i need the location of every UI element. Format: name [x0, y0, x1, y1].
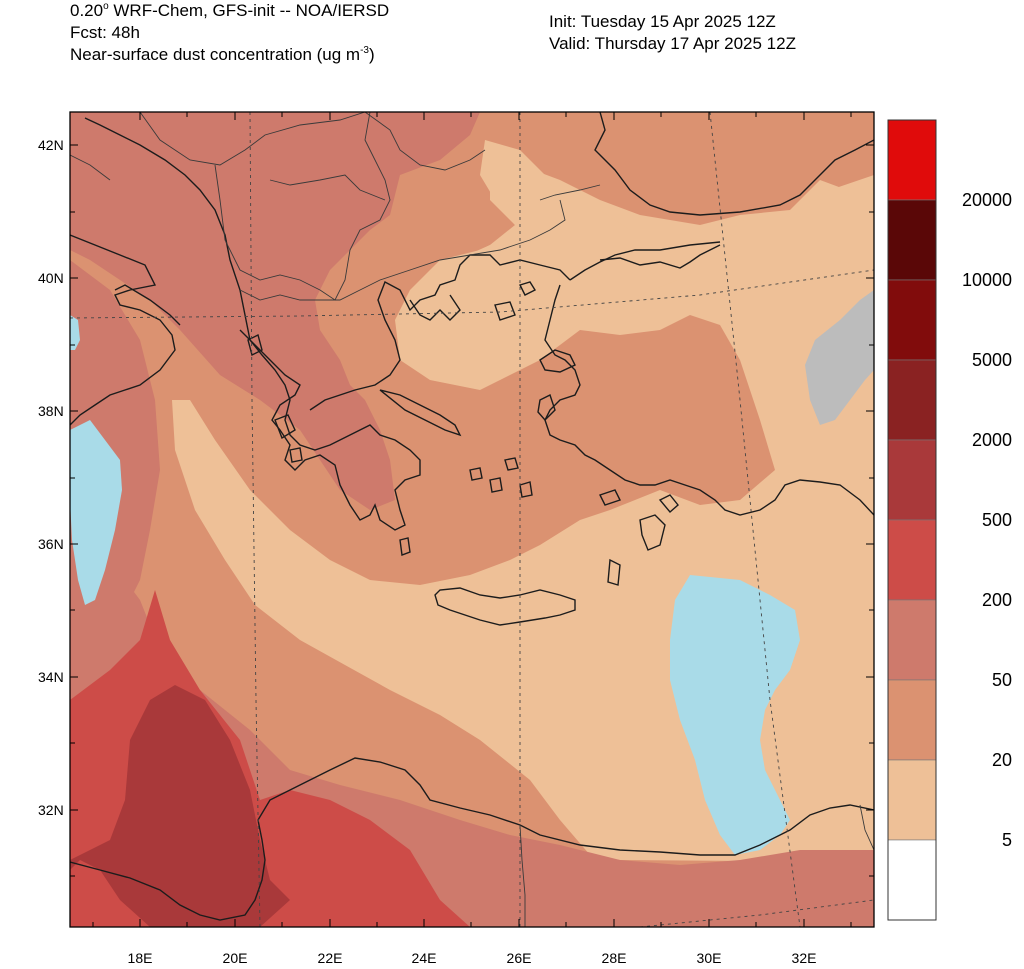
colorbar-label: 200: [982, 590, 1012, 610]
colorbar-swatch: [887, 519, 937, 601]
chart-header-left: 0.20o WRF-Chem, GFS-init -- NOA/IERSD Fc…: [70, 0, 389, 66]
chart-header-right: Init: Tuesday 15 Apr 2025 12Z Valid: Thu…: [549, 11, 796, 55]
dust-level-500-area: [70, 685, 290, 927]
border-bulgaria: [364, 112, 486, 171]
balkan-coast: [84, 117, 421, 531]
greece-north-coast: [309, 254, 571, 411]
cyclades-2: [489, 477, 503, 493]
colorbar-swatch: [887, 679, 937, 761]
lat-label: 40N: [38, 270, 64, 286]
colorbar-label: 2000: [972, 430, 1012, 450]
longitude-labels: 18E 20E 22E 24E 26E 28E 30E 32E: [128, 950, 817, 966]
ionian-zakynthos: [289, 447, 303, 463]
rhodes: [658, 494, 679, 513]
border-italy: [70, 154, 111, 181]
aegean-island-chios: [537, 394, 556, 422]
kythira: [399, 537, 411, 556]
colorbar-label: 5: [1002, 830, 1012, 850]
cyclades-1: [469, 467, 483, 481]
colorbar-label: 20000: [962, 190, 1012, 210]
colorbar-swatch: [887, 599, 937, 681]
colorbar-swatch: [887, 119, 937, 201]
dodecanese-3: [607, 558, 621, 586]
lon-label: 20E: [223, 950, 248, 966]
graticule-lat-30n: [639, 899, 874, 927]
border-egypt-gaza: [859, 804, 874, 851]
colorbar-swatch: [887, 839, 937, 921]
italy-heel: [114, 284, 181, 326]
init-time: Init: Tuesday 15 Apr 2025 12Z: [549, 12, 776, 31]
lat-label: 38N: [38, 403, 64, 419]
lat-label: 34N: [38, 669, 64, 685]
coastlines: [70, 112, 874, 921]
ionian-corfu: [247, 333, 263, 357]
aegean-island-lesvos: [539, 349, 576, 373]
aegean-island-samothraki: [519, 281, 537, 296]
colorbar-label: 5000: [972, 350, 1012, 370]
lat-label: 42N: [38, 137, 64, 153]
dust-level-5-aegean: [400, 140, 700, 385]
lon-label: 24E: [412, 950, 437, 966]
lon-label: 22E: [318, 950, 343, 966]
border-balkans-1: [139, 112, 366, 166]
colorbar-label: 500: [982, 510, 1012, 530]
black-sea-coast: [594, 112, 874, 216]
dodecanese-2: [639, 514, 666, 551]
ionian-kefalonia: [274, 414, 296, 440]
dodecanese-1: [599, 489, 621, 506]
colorbar-swatch: [887, 359, 937, 441]
latitude-labels: 42N 40N 38N 36N 34N 32N: [38, 137, 64, 818]
low-dust-tyrrhenian: [70, 420, 122, 605]
lon-label: 26E: [507, 950, 532, 966]
title-forecast: Fcst: 48h: [70, 23, 140, 42]
italy-coast: [70, 234, 176, 426]
valid-time: Valid: Thursday 17 Apr 2025 12Z: [549, 34, 796, 53]
political-borders: [70, 112, 874, 927]
lat-label: 32N: [38, 802, 64, 818]
lon-label: 32E: [792, 950, 817, 966]
colorbar-frame: [887, 119, 937, 921]
colorbar: 20000 10000 5000 2000 500 200 50 20 5: [887, 119, 1012, 921]
colorbar-swatch: [887, 759, 937, 841]
graticule: [70, 112, 874, 927]
low-dust-sardinia: [70, 315, 80, 350]
border-libya-egypt: [519, 824, 526, 927]
border-balkans-2: [214, 112, 391, 301]
aegean-island-evia: [379, 389, 462, 437]
map-frame: [69, 111, 875, 928]
crete-island: [434, 587, 576, 626]
grey-area-east: [805, 290, 874, 425]
colorbar-swatch: [887, 439, 937, 521]
title-model: 0.20o WRF-Chem, GFS-init -- NOA/IERSD: [70, 1, 390, 20]
graticule-lon-20e: [249, 112, 261, 927]
colorbar-label: 10000: [962, 270, 1012, 290]
border-balkans-3: [269, 174, 386, 201]
border-turkey-bulgaria: [539, 184, 601, 201]
colorbar-swatch: [887, 279, 937, 361]
low-dust-east-med: [670, 575, 800, 855]
lon-label: 18E: [128, 950, 153, 966]
cyclades-3: [504, 457, 519, 471]
colorbar-swatch: [887, 199, 937, 281]
lon-label: 28E: [602, 950, 627, 966]
cyclades-4: [519, 481, 533, 498]
chalkidiki: [409, 294, 461, 321]
lat-label: 36N: [38, 536, 64, 552]
title-variable: Near-surface dust concentration (ug m-3): [70, 45, 375, 64]
axis-ticks: [70, 112, 874, 927]
border-greece-north: [239, 199, 566, 301]
aegean-island-limnos: [494, 301, 516, 321]
dust-level-50-balkans: [70, 112, 480, 510]
contour-fill: [70, 112, 874, 927]
colorbar-label: 50: [992, 670, 1012, 690]
african-coast: [70, 757, 874, 921]
lon-label: 30E: [697, 950, 722, 966]
marmara-sea: [599, 244, 721, 269]
colorbar-label: 20: [992, 750, 1012, 770]
